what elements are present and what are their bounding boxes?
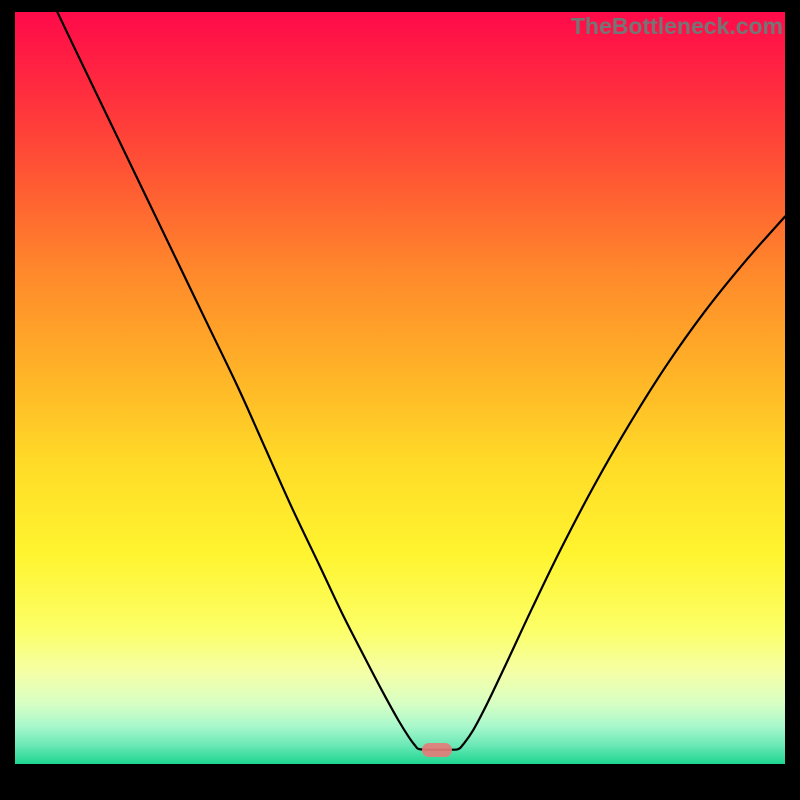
plot-area [15,12,785,764]
bottleneck-curve [15,12,785,764]
optimal-marker [422,743,452,757]
chart-container: TheBottleneck.com [0,0,800,800]
watermark-text: TheBottleneck.com [571,13,783,40]
